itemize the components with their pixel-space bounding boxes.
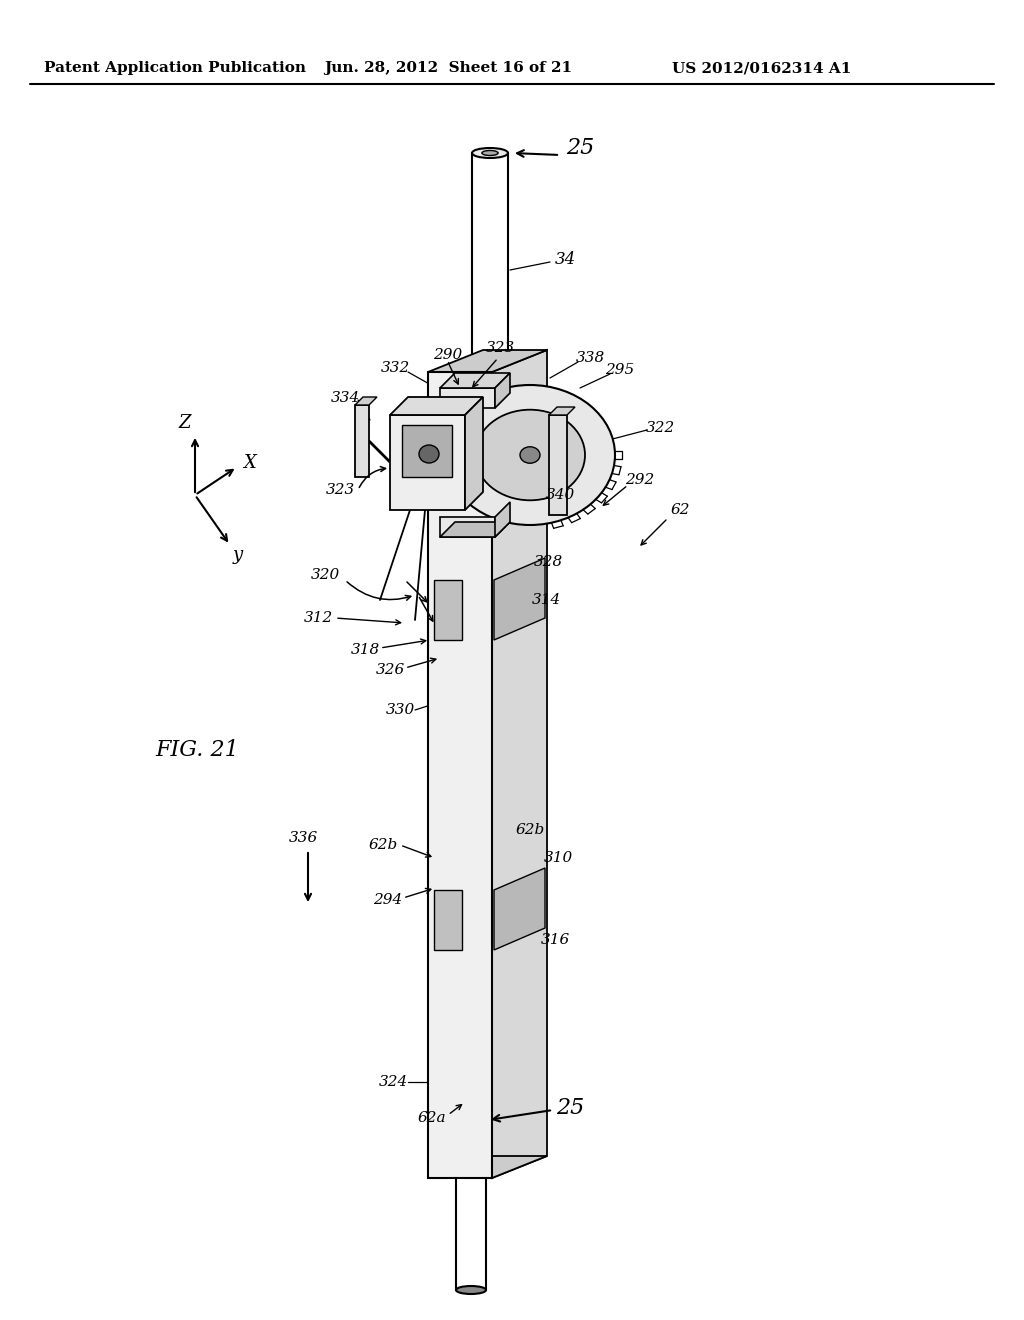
Text: 312: 312 (303, 611, 333, 624)
Polygon shape (495, 374, 510, 408)
Text: 323: 323 (485, 341, 515, 355)
Text: 340: 340 (546, 488, 574, 502)
Text: Z: Z (179, 414, 191, 432)
Polygon shape (549, 407, 575, 414)
Polygon shape (440, 388, 495, 408)
Polygon shape (492, 350, 547, 1177)
Polygon shape (440, 521, 510, 537)
Polygon shape (355, 405, 369, 477)
Text: 310: 310 (544, 851, 572, 865)
Text: FIG. 21: FIG. 21 (155, 739, 239, 762)
Polygon shape (434, 890, 462, 950)
Text: 326: 326 (376, 663, 404, 677)
Text: 328: 328 (534, 554, 562, 569)
Text: 294: 294 (374, 894, 402, 907)
Text: 330: 330 (385, 704, 415, 717)
Ellipse shape (419, 445, 439, 463)
Text: y: y (232, 546, 243, 564)
Ellipse shape (475, 409, 585, 500)
Text: 338: 338 (575, 351, 604, 366)
Text: 34: 34 (554, 252, 575, 268)
Ellipse shape (456, 1286, 486, 1294)
Text: 323: 323 (326, 483, 354, 498)
Text: Patent Application Publication: Patent Application Publication (44, 61, 306, 75)
Polygon shape (428, 372, 492, 1177)
Text: 318: 318 (350, 643, 380, 657)
Polygon shape (355, 397, 377, 405)
Text: US 2012/0162314 A1: US 2012/0162314 A1 (673, 61, 852, 75)
Ellipse shape (472, 148, 508, 158)
Polygon shape (390, 397, 483, 414)
Text: 336: 336 (289, 832, 317, 845)
Text: 295: 295 (605, 363, 635, 378)
Text: 62b: 62b (515, 822, 545, 837)
Polygon shape (402, 425, 452, 477)
Text: 322: 322 (645, 421, 675, 436)
Text: Jun. 28, 2012  Sheet 16 of 21: Jun. 28, 2012 Sheet 16 of 21 (324, 61, 572, 75)
Text: X: X (244, 454, 256, 473)
Polygon shape (428, 350, 547, 372)
Polygon shape (465, 397, 483, 510)
Text: 62: 62 (671, 503, 690, 517)
Ellipse shape (482, 150, 498, 156)
Polygon shape (440, 374, 510, 388)
Polygon shape (494, 558, 545, 640)
Text: 292: 292 (626, 473, 654, 487)
Text: 324: 324 (379, 1074, 408, 1089)
Text: 332: 332 (380, 360, 410, 375)
Polygon shape (494, 869, 545, 950)
Polygon shape (428, 1156, 547, 1177)
Ellipse shape (520, 446, 540, 463)
Polygon shape (549, 414, 567, 515)
Text: 62b: 62b (369, 838, 397, 851)
Text: 62a: 62a (418, 1111, 446, 1125)
Polygon shape (434, 579, 462, 640)
Text: 290: 290 (433, 348, 463, 362)
Polygon shape (390, 414, 465, 510)
Text: 314: 314 (531, 593, 560, 607)
Text: 25: 25 (556, 1097, 584, 1119)
Text: 316: 316 (541, 933, 569, 946)
Ellipse shape (445, 385, 615, 525)
Text: 25: 25 (566, 137, 594, 158)
Polygon shape (495, 502, 510, 537)
Text: 320: 320 (310, 568, 340, 582)
Polygon shape (440, 517, 495, 537)
Text: 334: 334 (331, 391, 359, 405)
